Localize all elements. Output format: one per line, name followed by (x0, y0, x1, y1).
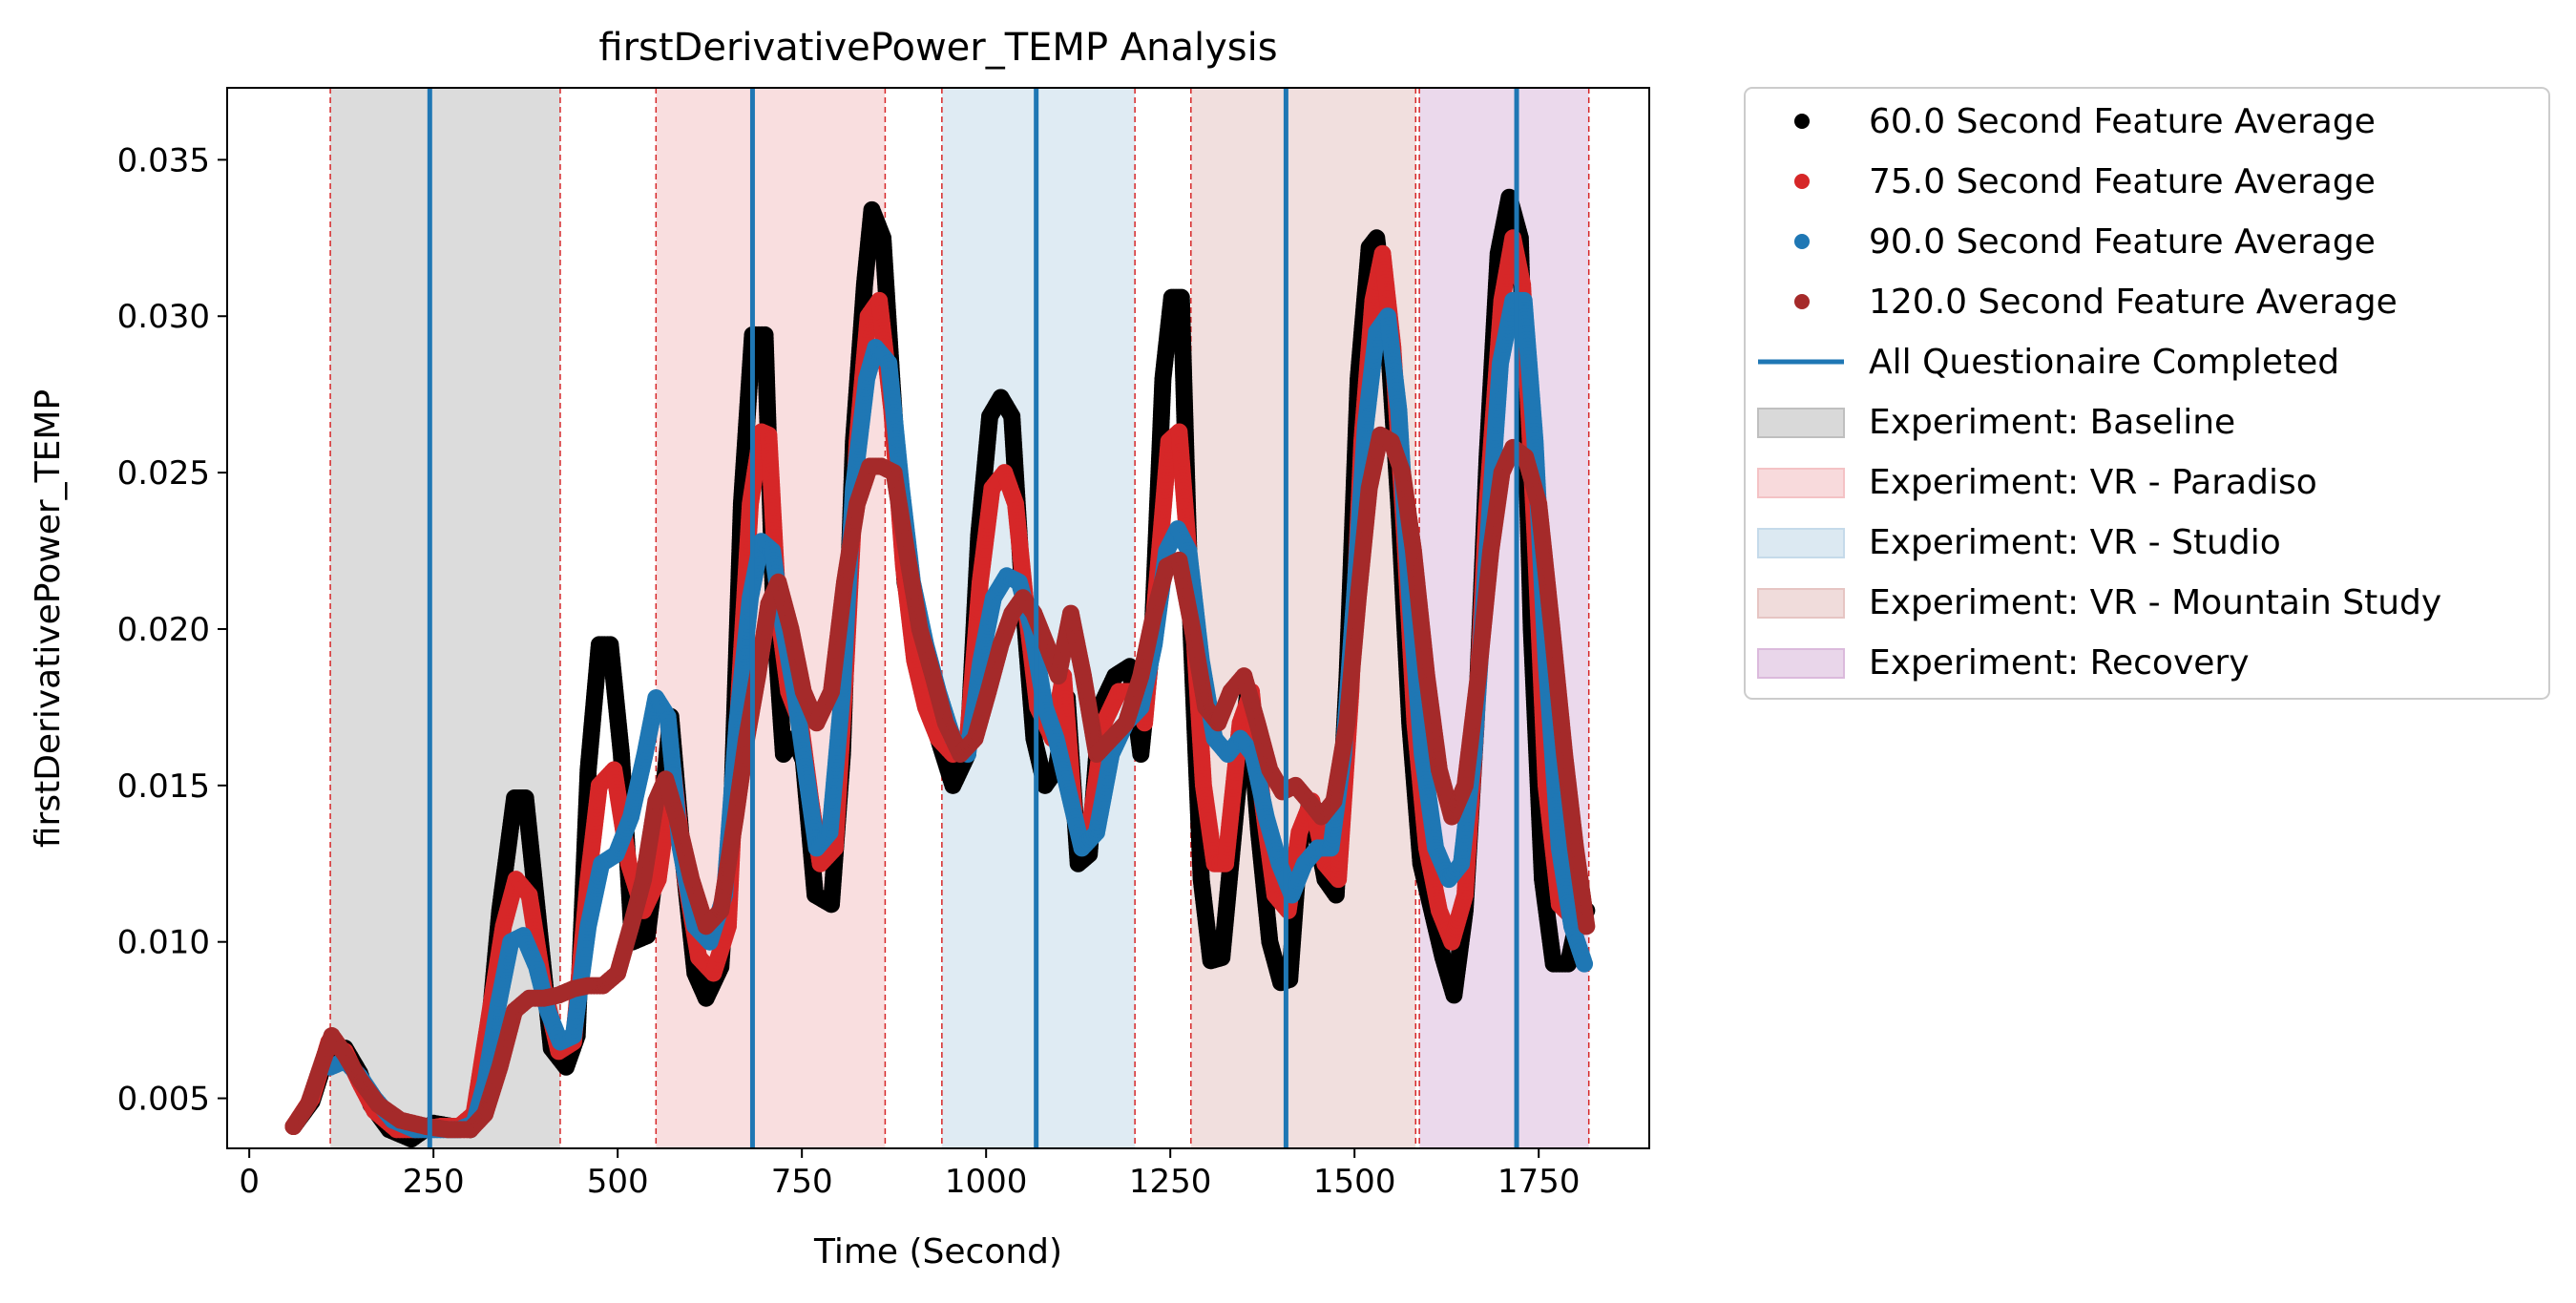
experiment-span-0 (330, 88, 560, 1148)
